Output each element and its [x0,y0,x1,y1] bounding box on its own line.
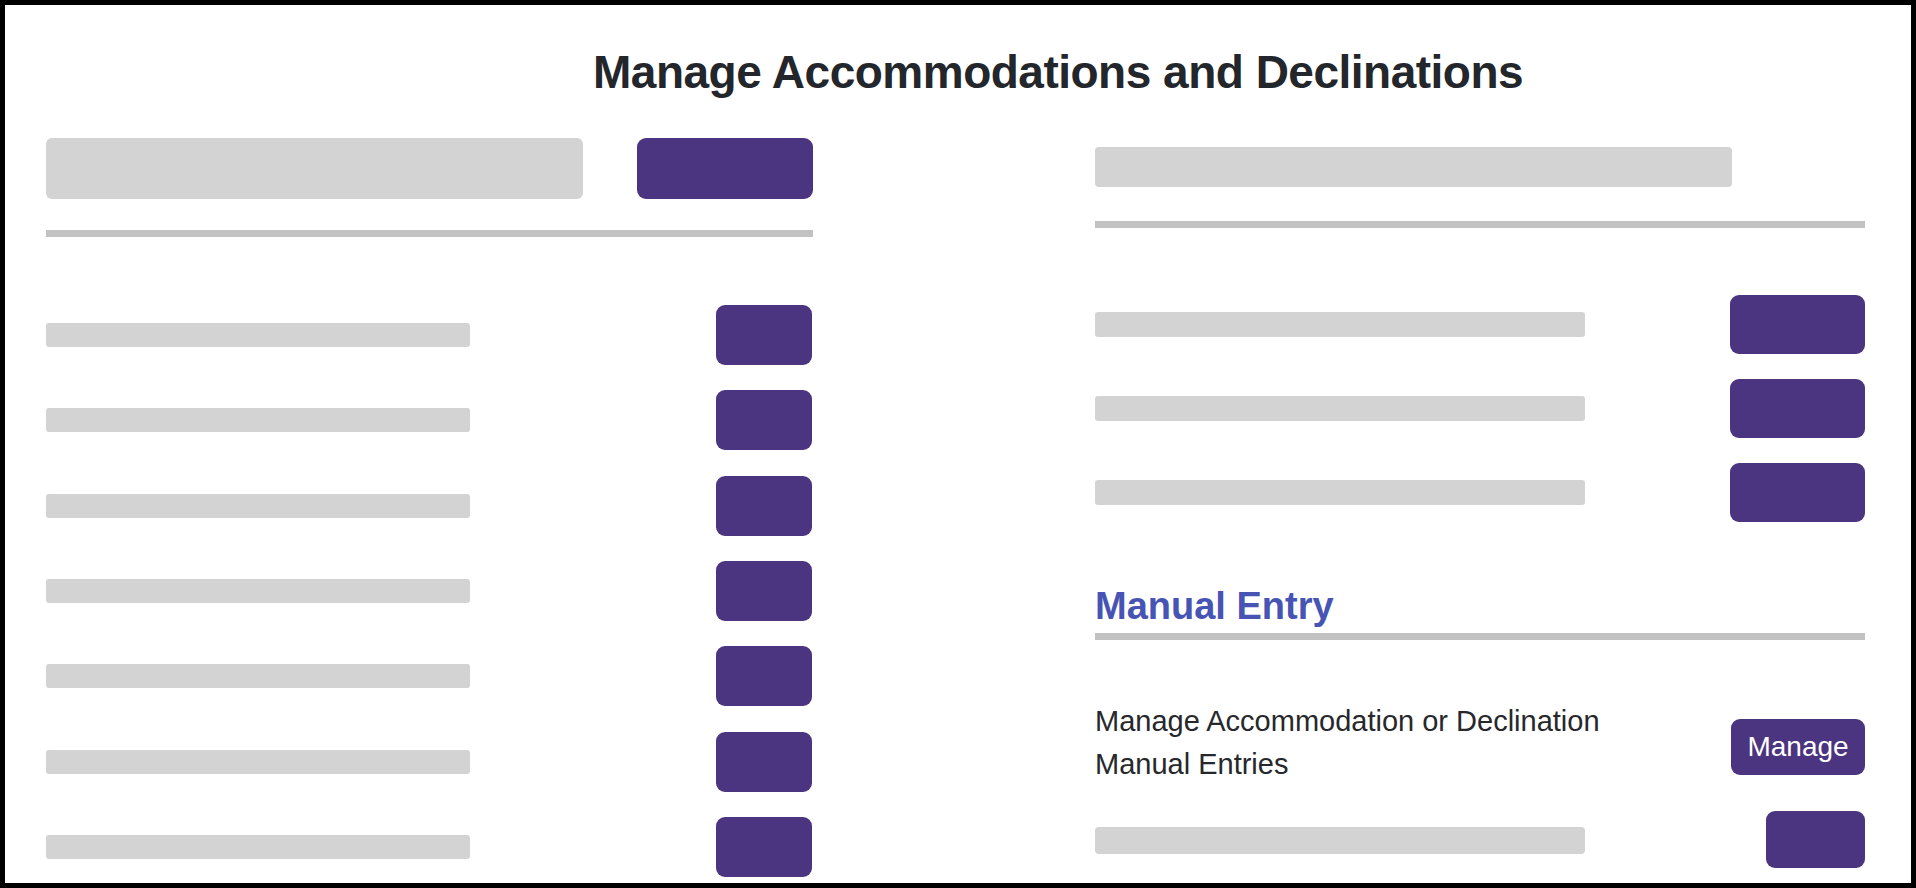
manage-entries-button[interactable]: Manage [1731,719,1865,775]
left-row-action-button-1[interactable] [716,305,812,365]
bottom-row-placeholder [1095,827,1585,854]
left-row-label-placeholder-1 [46,323,470,347]
left-row-action-button-7[interactable] [716,817,812,877]
right-row-action-button-3[interactable] [1730,463,1865,522]
manage-entries-description: Manage Accommodation or Declination Manu… [1095,700,1665,786]
left-row-label-placeholder-6 [46,750,470,774]
right-row-label-placeholder-3 [1095,480,1585,505]
right-row-label-placeholder-1 [1095,312,1585,337]
left-row-label-placeholder-5 [46,664,470,688]
left-section-divider [46,230,813,237]
bottom-row-button[interactable] [1766,811,1865,868]
right-row-action-button-1[interactable] [1730,295,1865,354]
right-row-label-placeholder-2 [1095,396,1585,421]
right-row-action-button-2[interactable] [1730,379,1865,438]
search-submit-button[interactable] [637,138,813,199]
left-row-label-placeholder-4 [46,579,470,603]
left-row-label-placeholder-7 [46,835,470,859]
left-row-label-placeholder-2 [46,408,470,432]
search-input-placeholder[interactable] [46,138,583,199]
page-title: Manage Accommodations and Declinations [593,44,1593,100]
left-row-action-button-6[interactable] [716,732,812,792]
right-section-divider [1095,221,1865,228]
right-header-placeholder [1095,147,1732,187]
manual-entry-heading: Manual Entry [1095,583,1334,629]
left-row-action-button-4[interactable] [716,561,812,621]
manual-entry-divider [1095,633,1865,640]
left-row-label-placeholder-3 [46,494,470,518]
left-row-action-button-3[interactable] [716,476,812,536]
page-frame: Manage Accommodations and Declinations M… [0,0,1916,888]
left-row-action-button-2[interactable] [716,390,812,450]
left-row-action-button-5[interactable] [716,646,812,706]
